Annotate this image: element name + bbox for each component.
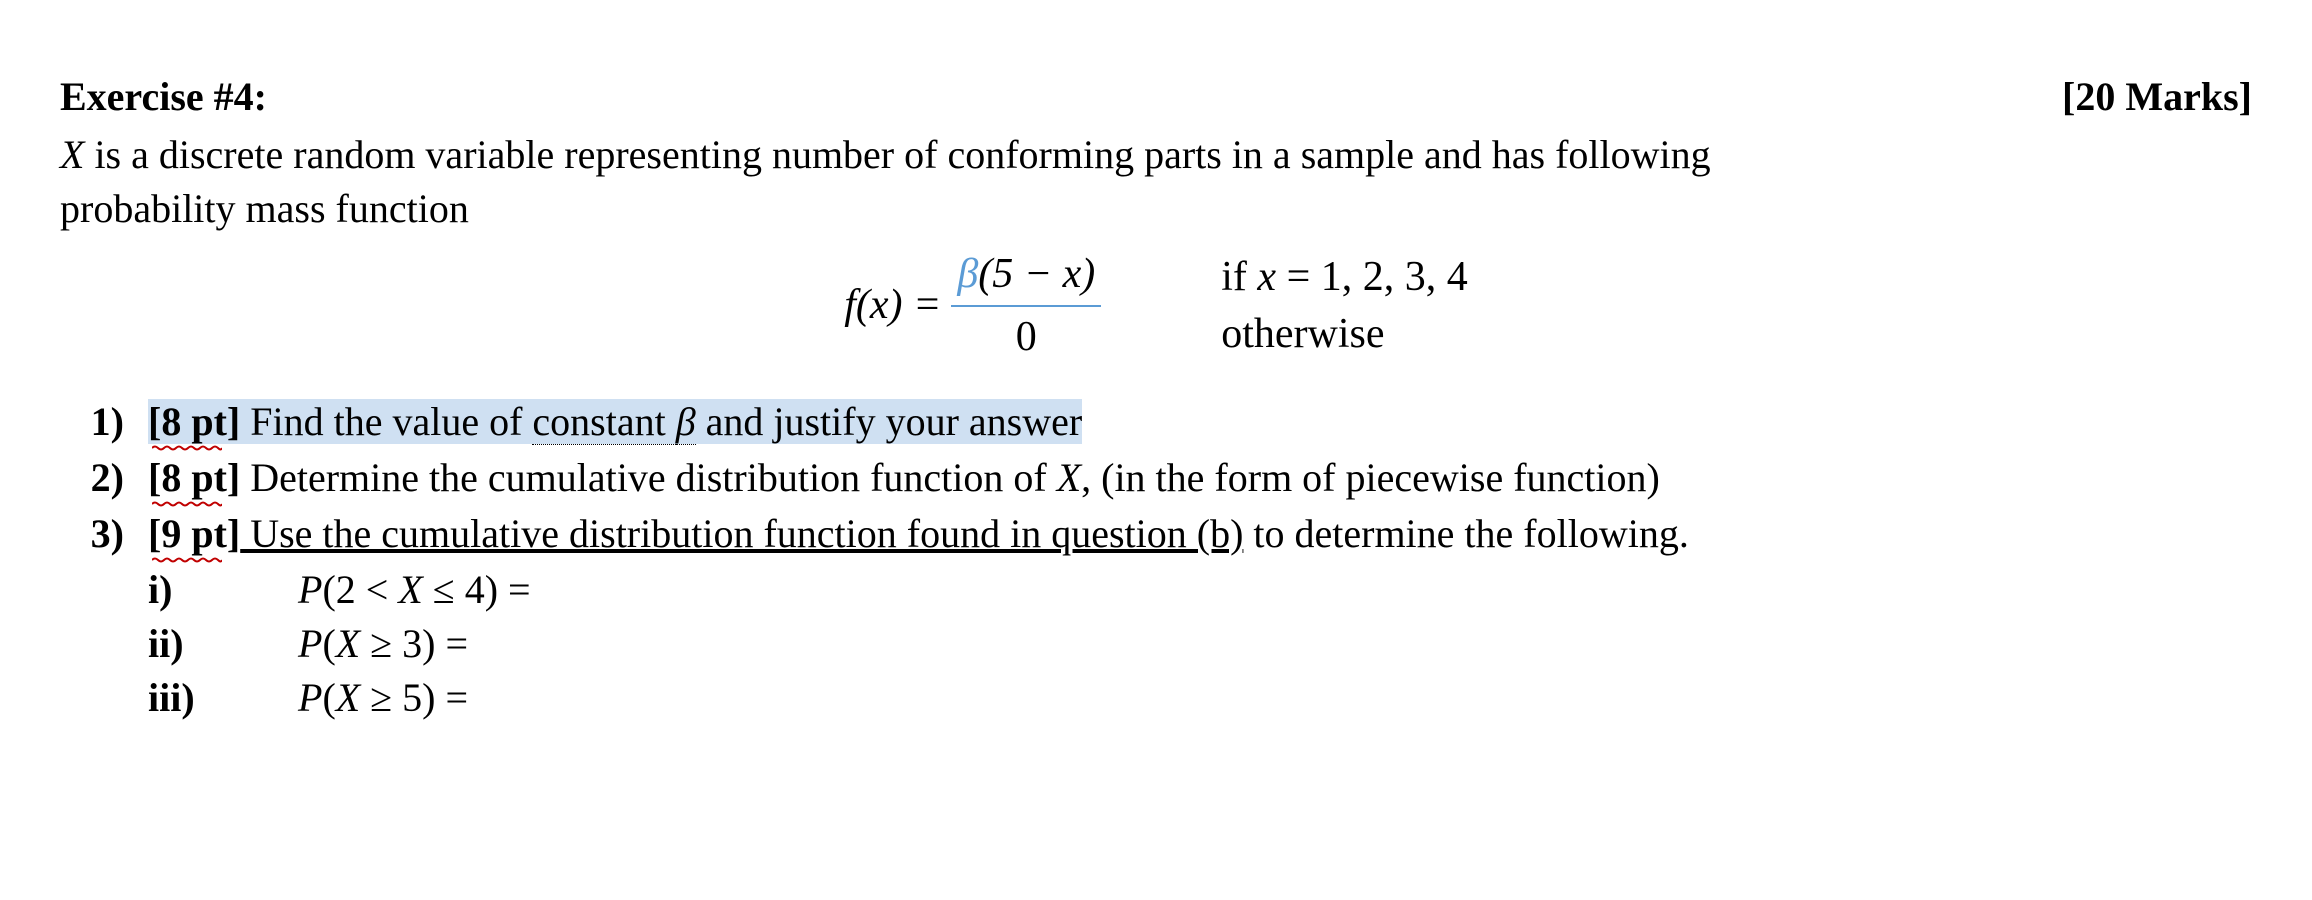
pmf-cond1-var: x <box>1257 254 1276 300</box>
q2-var-x: X <box>1057 455 1081 500</box>
q3-text-rest: to determine the following. <box>1243 511 1688 556</box>
pmf-display: f(x) = β(5 − x) 0 if x = 1, 2, 3, 4 othe… <box>60 246 2252 365</box>
pmf-denominator: 0 <box>1016 307 1037 366</box>
q3-points-text: [9 pt] <box>148 511 240 556</box>
pmf-cond1-prefix: if <box>1221 254 1257 300</box>
q1-text-c: and justify your answer <box>696 399 1083 444</box>
q3-sub-ii-label: ii) <box>148 617 298 671</box>
q1-number: 1) <box>60 395 148 449</box>
question-2: 2) [8 pt] Determine the cumulative distr… <box>60 451 2252 505</box>
q2-number: 2) <box>60 451 148 505</box>
proofing-squiggle-icon <box>152 557 230 563</box>
pmf-cases: β(5 − x) 0 <box>951 246 1101 365</box>
q1-text-b: constant <box>532 399 675 445</box>
q3-number: 3) <box>60 507 148 725</box>
q2-points: [8 pt] <box>148 451 240 505</box>
q1-points: [8 pt] <box>148 395 240 449</box>
pmf-cond2: otherwise <box>1221 306 1468 363</box>
pmf-fx: f(x) = <box>844 277 941 334</box>
intro-line1-rest: is a discrete random variable representi… <box>84 132 1710 177</box>
q2-points-text: [8 pt] <box>148 455 240 500</box>
q3-sub-iii: iii) P(X ≥ 5) = <box>148 671 2252 725</box>
pmf-cond1-rest: = 1, 2, 3, 4 <box>1276 254 1468 300</box>
question-3: 3) [9 pt] Use the cumulative distributio… <box>60 507 2252 725</box>
q3-sub-i: i) P(2 < X ≤ 4) = <box>148 563 2252 617</box>
question-list: 1) [8 pt] Find the value of constant β a… <box>60 395 2252 725</box>
q2-text: Determine the cumulative distribution fu… <box>240 455 1056 500</box>
q3-sub-ii: ii) P(X ≥ 3) = <box>148 617 2252 671</box>
q1-text-a: Find the value of <box>240 399 532 444</box>
intro-text: X is a discrete random variable represen… <box>60 128 2252 236</box>
exercise-marks: [20 Marks] <box>2062 70 2252 124</box>
intro-variable-x: X <box>60 132 84 177</box>
q3-sub-i-expr: P(2 < X ≤ 4) = <box>298 567 531 612</box>
q1-beta: β <box>676 399 696 445</box>
intro-line2: probability mass function <box>60 186 469 231</box>
q3-sub-iii-expr: P(X ≥ 5) = <box>298 675 468 720</box>
exercise-title: Exercise #4: <box>60 70 267 124</box>
q3-points: [9 pt] <box>148 507 240 561</box>
q3-text-underlined: Use the cumulative distribution function… <box>240 511 1243 556</box>
question-1: 1) [8 pt] Find the value of constant β a… <box>60 395 2252 449</box>
pmf-fraction: β(5 − x) 0 <box>951 246 1101 365</box>
q3-sub-i-label: i) <box>148 563 298 617</box>
q1-points-text: [8 pt] <box>148 399 240 444</box>
pmf-num-beta: β <box>957 251 978 297</box>
exercise-header: Exercise #4: [20 Marks] <box>60 70 2252 124</box>
pmf-num-rest: (5 − x) <box>978 251 1095 297</box>
q3-subparts: i) P(2 < X ≤ 4) = ii) P(X ≥ 3) = iii) P(… <box>148 563 2252 725</box>
q2-text-rest: , (in the form of piecewise function) <box>1081 455 1660 500</box>
pmf-conditions: if x = 1, 2, 3, 4 otherwise <box>1221 249 1468 362</box>
q3-sub-iii-label: iii) <box>148 671 298 725</box>
q3-sub-ii-expr: P(X ≥ 3) = <box>298 621 468 666</box>
